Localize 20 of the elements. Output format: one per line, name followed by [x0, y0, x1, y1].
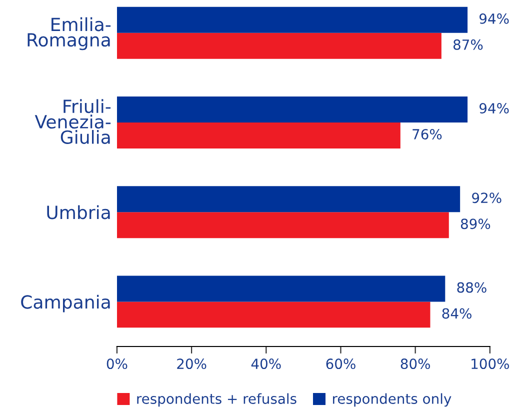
data-label: 88%	[457, 282, 486, 293]
data-label: 89%	[460, 218, 490, 230]
x-tick-label: 0%	[106, 358, 128, 370]
data-label: 92%	[472, 192, 502, 204]
y-tick-label: Emilia- Romagna	[28, 17, 111, 50]
data-label: 94%	[480, 13, 509, 24]
x-tick-label: 60%	[326, 358, 356, 370]
legend-label: respondents only	[333, 393, 452, 407]
y-tick-label: Campania	[21, 294, 110, 312]
x-tick-label: 80%	[400, 358, 430, 370]
data-label: 94%	[480, 103, 509, 114]
data-label: 84%	[442, 308, 472, 319]
x-tick-label: 20%	[177, 358, 206, 370]
y-tick-label: Umbria	[47, 205, 110, 220]
x-tick-label: 40%	[251, 358, 281, 370]
data-label: 76%	[412, 129, 442, 140]
y-tick-label: Friuli- Venezia- Giulia	[34, 99, 111, 144]
legend-label: respondents + refusals	[137, 393, 296, 407]
x-tick-label: 100%	[472, 358, 509, 370]
data-label: 87%	[453, 39, 483, 50]
